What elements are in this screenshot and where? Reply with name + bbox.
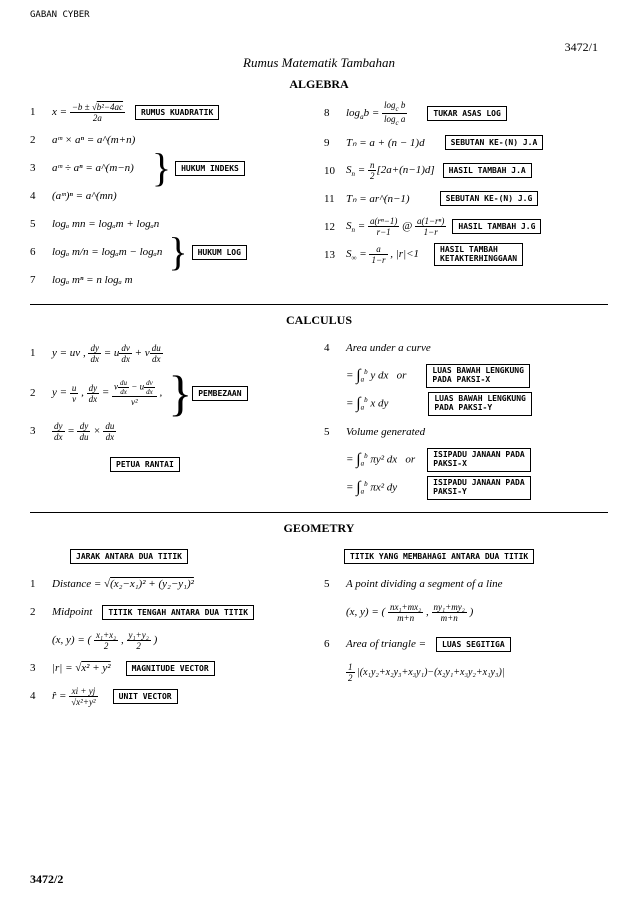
formula-num: 5 — [324, 578, 346, 590]
label-hasil-jg: HASIL TAMBAH J.G — [452, 219, 541, 234]
formula-text: = ∫ab x dy — [346, 395, 388, 413]
formula-text: Tₙ = ar^(n−1) — [346, 192, 410, 205]
section-calculus: CALCULUS — [30, 313, 608, 328]
formula-text: Sn = n2[2a+(n−1)d] — [346, 160, 435, 181]
calculus-left-col: 1 y = uv , dydx = udvdx + vdudx 2 y = uv… — [30, 332, 314, 504]
label-pembezaan: PEMBEZAAN — [192, 386, 247, 401]
formula-num: 3 — [30, 162, 52, 174]
label-tukar-asas: TUKAR ASAS LOG — [427, 106, 506, 121]
label-titik-tengah: TITIK TENGAH ANTARA DUA TITIK — [102, 605, 254, 620]
formula-text: S∞ = a1−r , |r|<1 — [346, 244, 419, 265]
formula-num: 4 — [30, 690, 52, 702]
formula-num: 5 — [30, 218, 52, 230]
label-hasil-ja: HASIL TAMBAH J.A — [443, 163, 532, 178]
formula-text: (x, y) = ( nx₁+mx₂m+n , ny₁+my₂m+n ) — [346, 602, 473, 623]
algebra-right-col: 8 logab = logc blogc a TUKAR ASAS LOG 9 … — [324, 96, 608, 296]
label-titik-bahagi: TITIK YANG MEMBAHAGI ANTARA DUA TITIK — [344, 549, 534, 564]
formula-num: 3 — [30, 662, 52, 674]
formula-num: 6 — [324, 638, 346, 650]
label-indeks: HUKUM INDEKS — [175, 161, 245, 176]
formula-text: Sn = a(rⁿ−1)r−1 @ a(1−rⁿ)1−r — [346, 216, 446, 237]
formula-text: aᵐ ÷ aⁿ = a^(m−n) — [52, 162, 134, 174]
geometry-right-col: TITIK YANG MEMBAHAGI ANTARA DUA TITIK 5 … — [324, 540, 608, 712]
header-brand: GABAN CYBER — [30, 10, 90, 20]
formula-num: 2 — [30, 134, 52, 146]
formula-num: 1 — [30, 106, 52, 118]
formula-num: 5 — [324, 426, 346, 438]
formula-num: 6 — [30, 246, 52, 258]
header-code-top: 3472/1 — [565, 40, 598, 55]
formula-text: x = −b ± √b²−4ac2a — [52, 102, 125, 123]
formula-text: = ∫ab πy² dx or — [346, 451, 415, 469]
geometry-left-col: JARAK ANTARA DUA TITIK 1 Distance = √(x₂… — [30, 540, 314, 712]
formula-num: 4 — [324, 342, 346, 354]
formula-text: r̂ = xi + yj√x²+y² — [52, 686, 98, 707]
formula-num: 12 — [324, 221, 346, 233]
algebra-left-col: 1 x = −b ± √b²−4ac2a RUMUS KUADRATIK 2 a… — [30, 96, 314, 296]
formula-num: 9 — [324, 137, 346, 149]
formula-num: 10 — [324, 165, 346, 177]
formula-text: logₐ m/n = logₐm − logₐn — [52, 246, 162, 258]
label-kuadratik: RUMUS KUADRATIK — [135, 105, 219, 120]
calculus-right-col: 4 Area under a curve = ∫ab y dx or LUAS … — [324, 332, 608, 504]
formula-text: logab = logc blogc a — [346, 100, 407, 127]
formula-text: |r| = √x² + y² — [52, 662, 111, 674]
formula-num: 4 — [30, 190, 52, 202]
formula-num: 2 — [30, 387, 52, 399]
label-jarak: JARAK ANTARA DUA TITIK — [70, 549, 188, 564]
section-algebra: ALGEBRA — [30, 77, 608, 92]
divider — [30, 512, 608, 513]
label-luas-segitiga: LUAS SEGITIGA — [436, 637, 511, 652]
formula-text: (x, y) = ( x₁+x₂2 , y₁+y₂2 ) — [52, 630, 157, 651]
label-log: HUKUM LOG — [192, 245, 247, 260]
formula-text: = ∫ab y dx or — [346, 367, 406, 385]
vol-title: Volume generated — [346, 426, 425, 438]
page-title: Rumus Matematik Tambahan — [30, 55, 608, 71]
formula-num: 8 — [324, 107, 346, 119]
label-hasil-inf: HASIL TAMBAHKETAKTERHINGGAAN — [434, 243, 523, 267]
formula-text: logₐ mⁿ = n logₐ m — [52, 274, 133, 286]
label-luas-x: LUAS BAWAH LENGKUNGPADA PAKSI-X — [426, 364, 530, 388]
formula-text: Midpoint — [52, 606, 92, 618]
formula-text: 12 |(x₁y₂+x₂y₃+x₃y₁)−(x₂y₁+x₃y₂+x₁y₃)| — [346, 662, 505, 683]
label-petua-rantai: PETUA RANTAI — [110, 457, 180, 472]
area-title: Area under a curve — [346, 342, 431, 354]
point-div-title: A point dividing a segment of a line — [346, 578, 503, 590]
footer-code: 3472/2 — [30, 872, 63, 887]
divider — [30, 304, 608, 305]
formula-text: Tₙ = a + (n − 1)d — [346, 136, 425, 149]
area-tri-title: Area of triangle = — [346, 638, 426, 650]
geometry-columns: JARAK ANTARA DUA TITIK 1 Distance = √(x₂… — [30, 540, 608, 712]
label-sebutan-ja: SEBUTAN KE-(N) J.A — [445, 135, 544, 150]
calculus-columns: 1 y = uv , dydx = udvdx + vdudx 2 y = uv… — [30, 332, 608, 504]
formula-text: (aᵐ)ⁿ = a^(mn) — [52, 190, 117, 202]
formula-num: 3 — [30, 425, 52, 437]
formula-num: 1 — [30, 578, 52, 590]
label-luas-y: LUAS BAWAH LENGKUNGPADA PAKSI-Y — [428, 392, 532, 416]
formula-text: y = uv , dydx = udvdx + vdudx — [52, 343, 163, 364]
algebra-columns: 1 x = −b ± √b²−4ac2a RUMUS KUADRATIK 2 a… — [30, 96, 608, 296]
label-sebutan-jg: SEBUTAN KE-(N) J.G — [440, 191, 539, 206]
formula-text: aᵐ × aⁿ = a^(m+n) — [52, 134, 135, 146]
formula-num: 2 — [30, 606, 52, 618]
formula-num: 7 — [30, 274, 52, 286]
formula-text: y = uv , dydx = vdudx − udvdxv² , — [52, 379, 162, 407]
formula-text: Distance = √(x₂−x₁)² + (y₂−y₁)² — [52, 578, 194, 590]
label-magnitude: MAGNITUDE VECTOR — [126, 661, 215, 676]
section-geometry: GEOMETRY — [30, 521, 608, 536]
formula-num: 1 — [30, 347, 52, 359]
formula-text: = ∫ab πx² dy — [346, 479, 397, 497]
formula-text: dydx = dydu × dudx — [52, 421, 116, 442]
formula-num: 11 — [324, 193, 346, 205]
label-unit-vector: UNIT VECTOR — [113, 689, 178, 704]
formula-text: logₐ mn = logₐm + logₐn — [52, 218, 159, 230]
label-isipadu-x: ISIPADU JANAAN PADAPAKSI-X — [427, 448, 531, 472]
label-isipadu-y: ISIPADU JANAAN PADAPAKSI-Y — [427, 476, 531, 500]
formula-num: 13 — [324, 249, 346, 261]
